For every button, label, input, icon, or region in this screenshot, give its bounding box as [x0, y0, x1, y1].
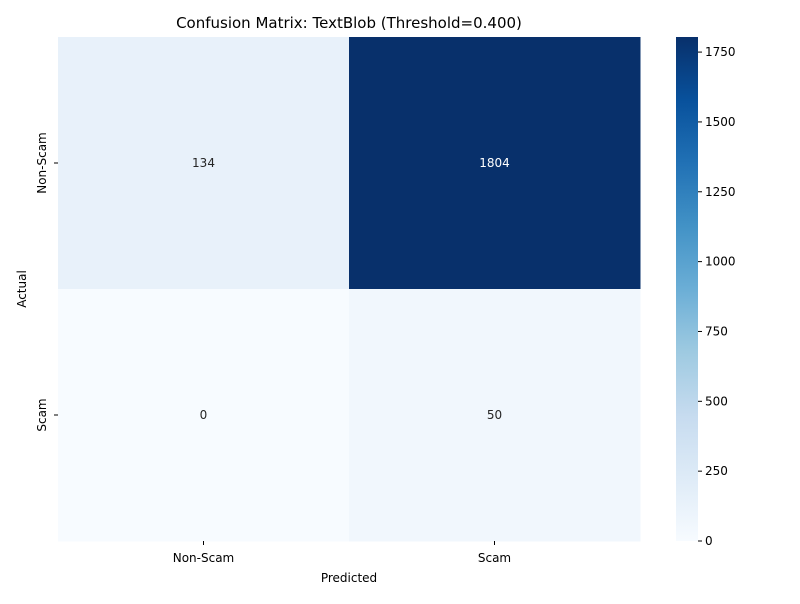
colorbar-tick-label: 1500 — [705, 115, 736, 129]
heatmap-cells — [58, 37, 641, 542]
heatmap-cell — [349, 37, 641, 290]
y-axis-label: Actual — [15, 270, 29, 308]
heatmap-cell-labels: 134 1804 0 50 — [192, 156, 510, 422]
colorbar-ticks: 0 250 500 750 1000 1250 1500 1750 — [698, 45, 736, 548]
colorbar — [676, 37, 698, 541]
colorbar-tick-label: 1750 — [705, 45, 736, 59]
heatmap-cell — [58, 37, 350, 290]
y-tick-label: Scam — [35, 398, 49, 431]
colorbar-tick-label: 0 — [705, 534, 713, 548]
cell-value-label: 0 — [200, 408, 208, 422]
x-tick-label: Non-Scam — [173, 551, 235, 565]
chart-title: Confusion Matrix: TextBlob (Threshold=0.… — [176, 14, 522, 32]
heatmap-cell — [349, 289, 641, 542]
cell-value-label: 134 — [192, 156, 215, 170]
y-tick-label: Non-Scam — [35, 132, 49, 194]
x-axis-ticks: Non-Scam Scam — [173, 541, 511, 565]
x-tick-label: Scam — [478, 551, 511, 565]
cell-value-label: 50 — [487, 408, 502, 422]
colorbar-tick-label: 500 — [705, 394, 728, 408]
y-axis-ticks: Non-Scam Scam — [35, 132, 58, 432]
heatmap-cell — [58, 289, 350, 542]
colorbar-tick-label: 1250 — [705, 185, 736, 199]
cell-value-label: 1804 — [479, 156, 510, 170]
x-axis-label: Predicted — [321, 571, 377, 585]
colorbar-tick-label: 1000 — [705, 255, 736, 269]
colorbar-tick-label: 250 — [705, 464, 728, 478]
colorbar-tick-label: 750 — [705, 324, 728, 338]
